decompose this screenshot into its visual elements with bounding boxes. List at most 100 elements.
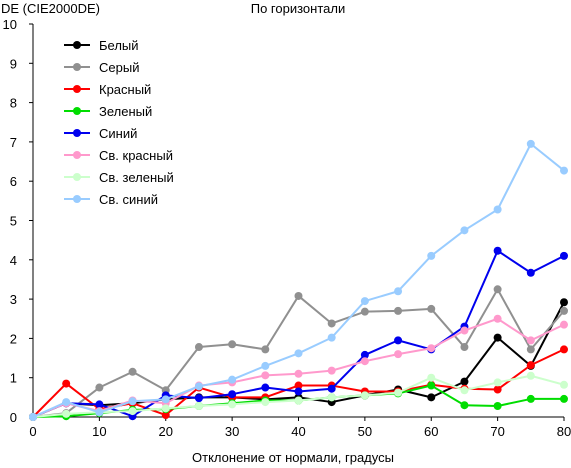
data-point xyxy=(526,345,535,354)
data-point xyxy=(327,333,336,342)
data-point xyxy=(394,306,403,315)
data-point xyxy=(560,306,568,315)
data-point xyxy=(360,297,369,306)
data-point xyxy=(62,379,71,388)
data-point xyxy=(460,343,469,352)
data-point xyxy=(95,383,104,392)
data-point xyxy=(228,375,237,384)
legend-label: Белый xyxy=(99,38,139,53)
legend-item: Св. красный xyxy=(64,148,173,163)
data-point xyxy=(493,378,502,387)
y-tick-label: 10 xyxy=(3,17,17,32)
legend-swatch-marker xyxy=(73,107,81,115)
data-point xyxy=(526,371,535,380)
data-point xyxy=(427,381,436,390)
data-point xyxy=(128,407,137,416)
y-axis-title: DE (CIE2000DE) xyxy=(1,1,100,16)
x-tick-label: 30 xyxy=(225,424,239,439)
data-point xyxy=(460,401,469,410)
data-point xyxy=(161,411,170,420)
data-point xyxy=(228,400,237,409)
data-point xyxy=(228,390,237,399)
axes: 0 1 2 3 4 5 6 7 8 9 10 0 10 20 30 40 50 60 70 80 xyxy=(3,17,571,439)
x-tick-label: 80 xyxy=(557,424,571,439)
data-point xyxy=(261,383,270,392)
legend-label: Синий xyxy=(99,126,137,141)
data-point xyxy=(560,251,568,260)
legend-label: Красный xyxy=(99,82,151,97)
legend-item: Красный xyxy=(64,82,151,97)
data-point xyxy=(29,413,37,421)
legend-swatch-marker xyxy=(73,129,81,137)
data-point xyxy=(493,401,502,410)
y-tick-label: 3 xyxy=(10,292,17,307)
legend-item: Св. зеленый xyxy=(64,170,174,185)
data-point xyxy=(427,344,436,353)
data-point xyxy=(427,304,436,313)
y-tick-label: 4 xyxy=(10,253,17,268)
data-point xyxy=(493,285,502,294)
data-point xyxy=(294,369,303,378)
data-point xyxy=(294,291,303,300)
legend-swatch-marker xyxy=(73,195,81,203)
data-point xyxy=(62,398,71,407)
data-point xyxy=(128,367,137,376)
x-tick-label: 10 xyxy=(92,424,106,439)
legend-swatch-marker xyxy=(73,85,81,93)
legend-swatch-marker xyxy=(73,173,81,181)
legend-item: Серый xyxy=(64,60,139,75)
data-point xyxy=(327,366,336,375)
data-point xyxy=(560,380,568,389)
data-point xyxy=(261,398,270,407)
data-point xyxy=(95,408,104,417)
data-point xyxy=(327,384,336,393)
data-point xyxy=(394,350,403,359)
x-tick-label: 60 xyxy=(424,424,438,439)
data-point xyxy=(360,391,369,400)
legend-label: Серый xyxy=(99,60,139,75)
x-tick-label: 70 xyxy=(490,424,504,439)
legend-item: Св. синий xyxy=(64,192,158,207)
legend-label: Св. красный xyxy=(99,148,173,163)
data-point xyxy=(493,385,502,394)
data-point xyxy=(526,336,535,345)
data-point xyxy=(560,298,568,307)
x-tick-label: 40 xyxy=(291,424,305,439)
data-point xyxy=(526,139,535,148)
series-7 xyxy=(29,371,568,421)
data-point xyxy=(560,320,568,329)
data-point xyxy=(360,350,369,359)
data-point xyxy=(394,388,403,397)
legend: Белый Серый Красный Зеленый Синий Св. красный… xyxy=(64,38,174,207)
y-tick-label: 7 xyxy=(10,135,17,150)
data-point xyxy=(460,377,469,386)
legend-label: Св. синий xyxy=(99,192,158,207)
data-point xyxy=(294,396,303,405)
data-point xyxy=(493,246,502,255)
data-point xyxy=(327,393,336,402)
data-point xyxy=(460,326,469,335)
data-point xyxy=(427,393,436,402)
data-point xyxy=(427,373,436,382)
y-tick-label: 6 xyxy=(10,174,17,189)
y-tick-label: 1 xyxy=(10,371,17,386)
data-point xyxy=(493,205,502,214)
data-point xyxy=(427,251,436,260)
series-8 xyxy=(29,139,568,421)
data-point xyxy=(294,381,303,390)
data-point xyxy=(394,336,403,345)
data-point xyxy=(460,386,469,395)
data-point xyxy=(194,394,203,403)
data-point xyxy=(95,400,104,409)
data-point xyxy=(560,394,568,403)
series-5 xyxy=(29,246,568,421)
legend-swatch-marker xyxy=(73,41,81,49)
data-point xyxy=(460,226,469,235)
data-point xyxy=(261,345,270,354)
y-tick-label: 5 xyxy=(10,214,17,229)
legend-label: Зеленый xyxy=(99,104,152,119)
data-point xyxy=(493,333,502,342)
y-tick-label: 9 xyxy=(10,56,17,71)
legend-item: Белый xyxy=(64,38,139,53)
x-tick-label: 50 xyxy=(358,424,372,439)
